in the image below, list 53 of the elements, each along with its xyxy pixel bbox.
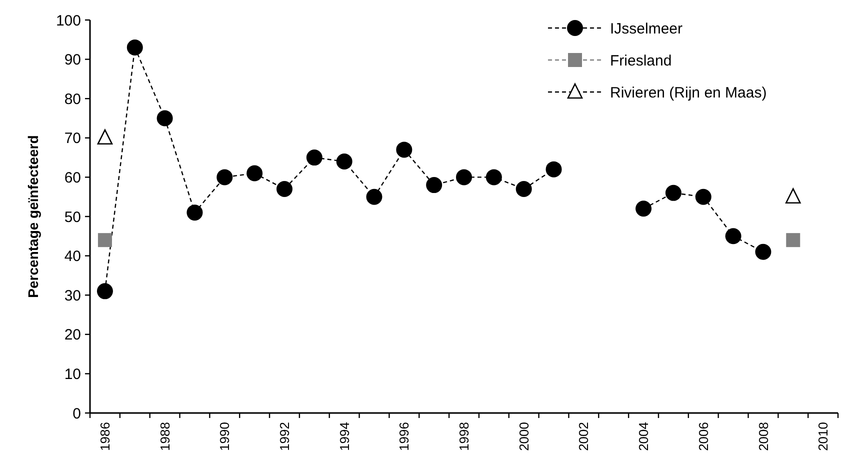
y-tick-label: 60: [64, 169, 81, 186]
point: [97, 129, 113, 145]
x-tick-label: 2010: [816, 422, 831, 451]
point: [755, 244, 772, 260]
x-tick-label: 2000: [516, 422, 532, 451]
legend-label: Friesland: [610, 52, 672, 70]
y-tick-label: 20: [64, 326, 81, 344]
point: [486, 169, 502, 186]
point: [786, 233, 800, 248]
y-tick-label: 40: [64, 248, 81, 266]
point: [156, 110, 173, 126]
point: [426, 177, 442, 194]
y-tick-label: 100: [56, 12, 81, 30]
point: [276, 180, 292, 197]
y-tick-label: 10: [64, 366, 81, 383]
point: [695, 188, 712, 205]
legend-label: IJsselmeer: [610, 20, 683, 38]
y-tick-label: 80: [64, 90, 81, 108]
x-tick-label: 2008: [756, 422, 771, 451]
point: [306, 150, 322, 166]
point: [98, 233, 112, 248]
point: [216, 169, 233, 186]
point: [246, 165, 263, 182]
x-tick-label: 1992: [277, 422, 292, 451]
x-tick-label: 1986: [98, 422, 113, 451]
point: [546, 161, 562, 178]
x-tick-label: 2006: [696, 422, 711, 451]
point: [456, 169, 472, 186]
point: [665, 184, 682, 201]
y-tick-label: 70: [64, 130, 81, 148]
y-tick-label: 30: [64, 287, 81, 304]
point: [636, 200, 652, 217]
point: [126, 40, 143, 56]
point: [186, 204, 203, 221]
point: [366, 188, 382, 205]
x-tick-label: 1990: [217, 422, 232, 451]
point: [96, 283, 113, 300]
x-tick-label: 1994: [336, 422, 352, 451]
x-tick-label: 1988: [157, 422, 172, 451]
y-tick-label: 0: [72, 405, 81, 422]
x-tick-label: 2004: [636, 422, 652, 451]
x-tick-label: 2002: [576, 422, 592, 451]
x-tick-label: 1998: [456, 422, 472, 451]
point: [396, 142, 412, 158]
y-tick-label: 50: [64, 208, 81, 226]
point: [336, 153, 352, 170]
y-axis-title: Percentage geïnfecteerd: [25, 135, 41, 298]
x-tick-label: 1996: [396, 422, 412, 451]
point: [785, 188, 801, 204]
y-tick-label: 90: [64, 52, 81, 69]
point: [725, 228, 742, 244]
legend-label: Rivieren (Rijn en Maas): [610, 84, 767, 102]
point: [516, 180, 532, 197]
